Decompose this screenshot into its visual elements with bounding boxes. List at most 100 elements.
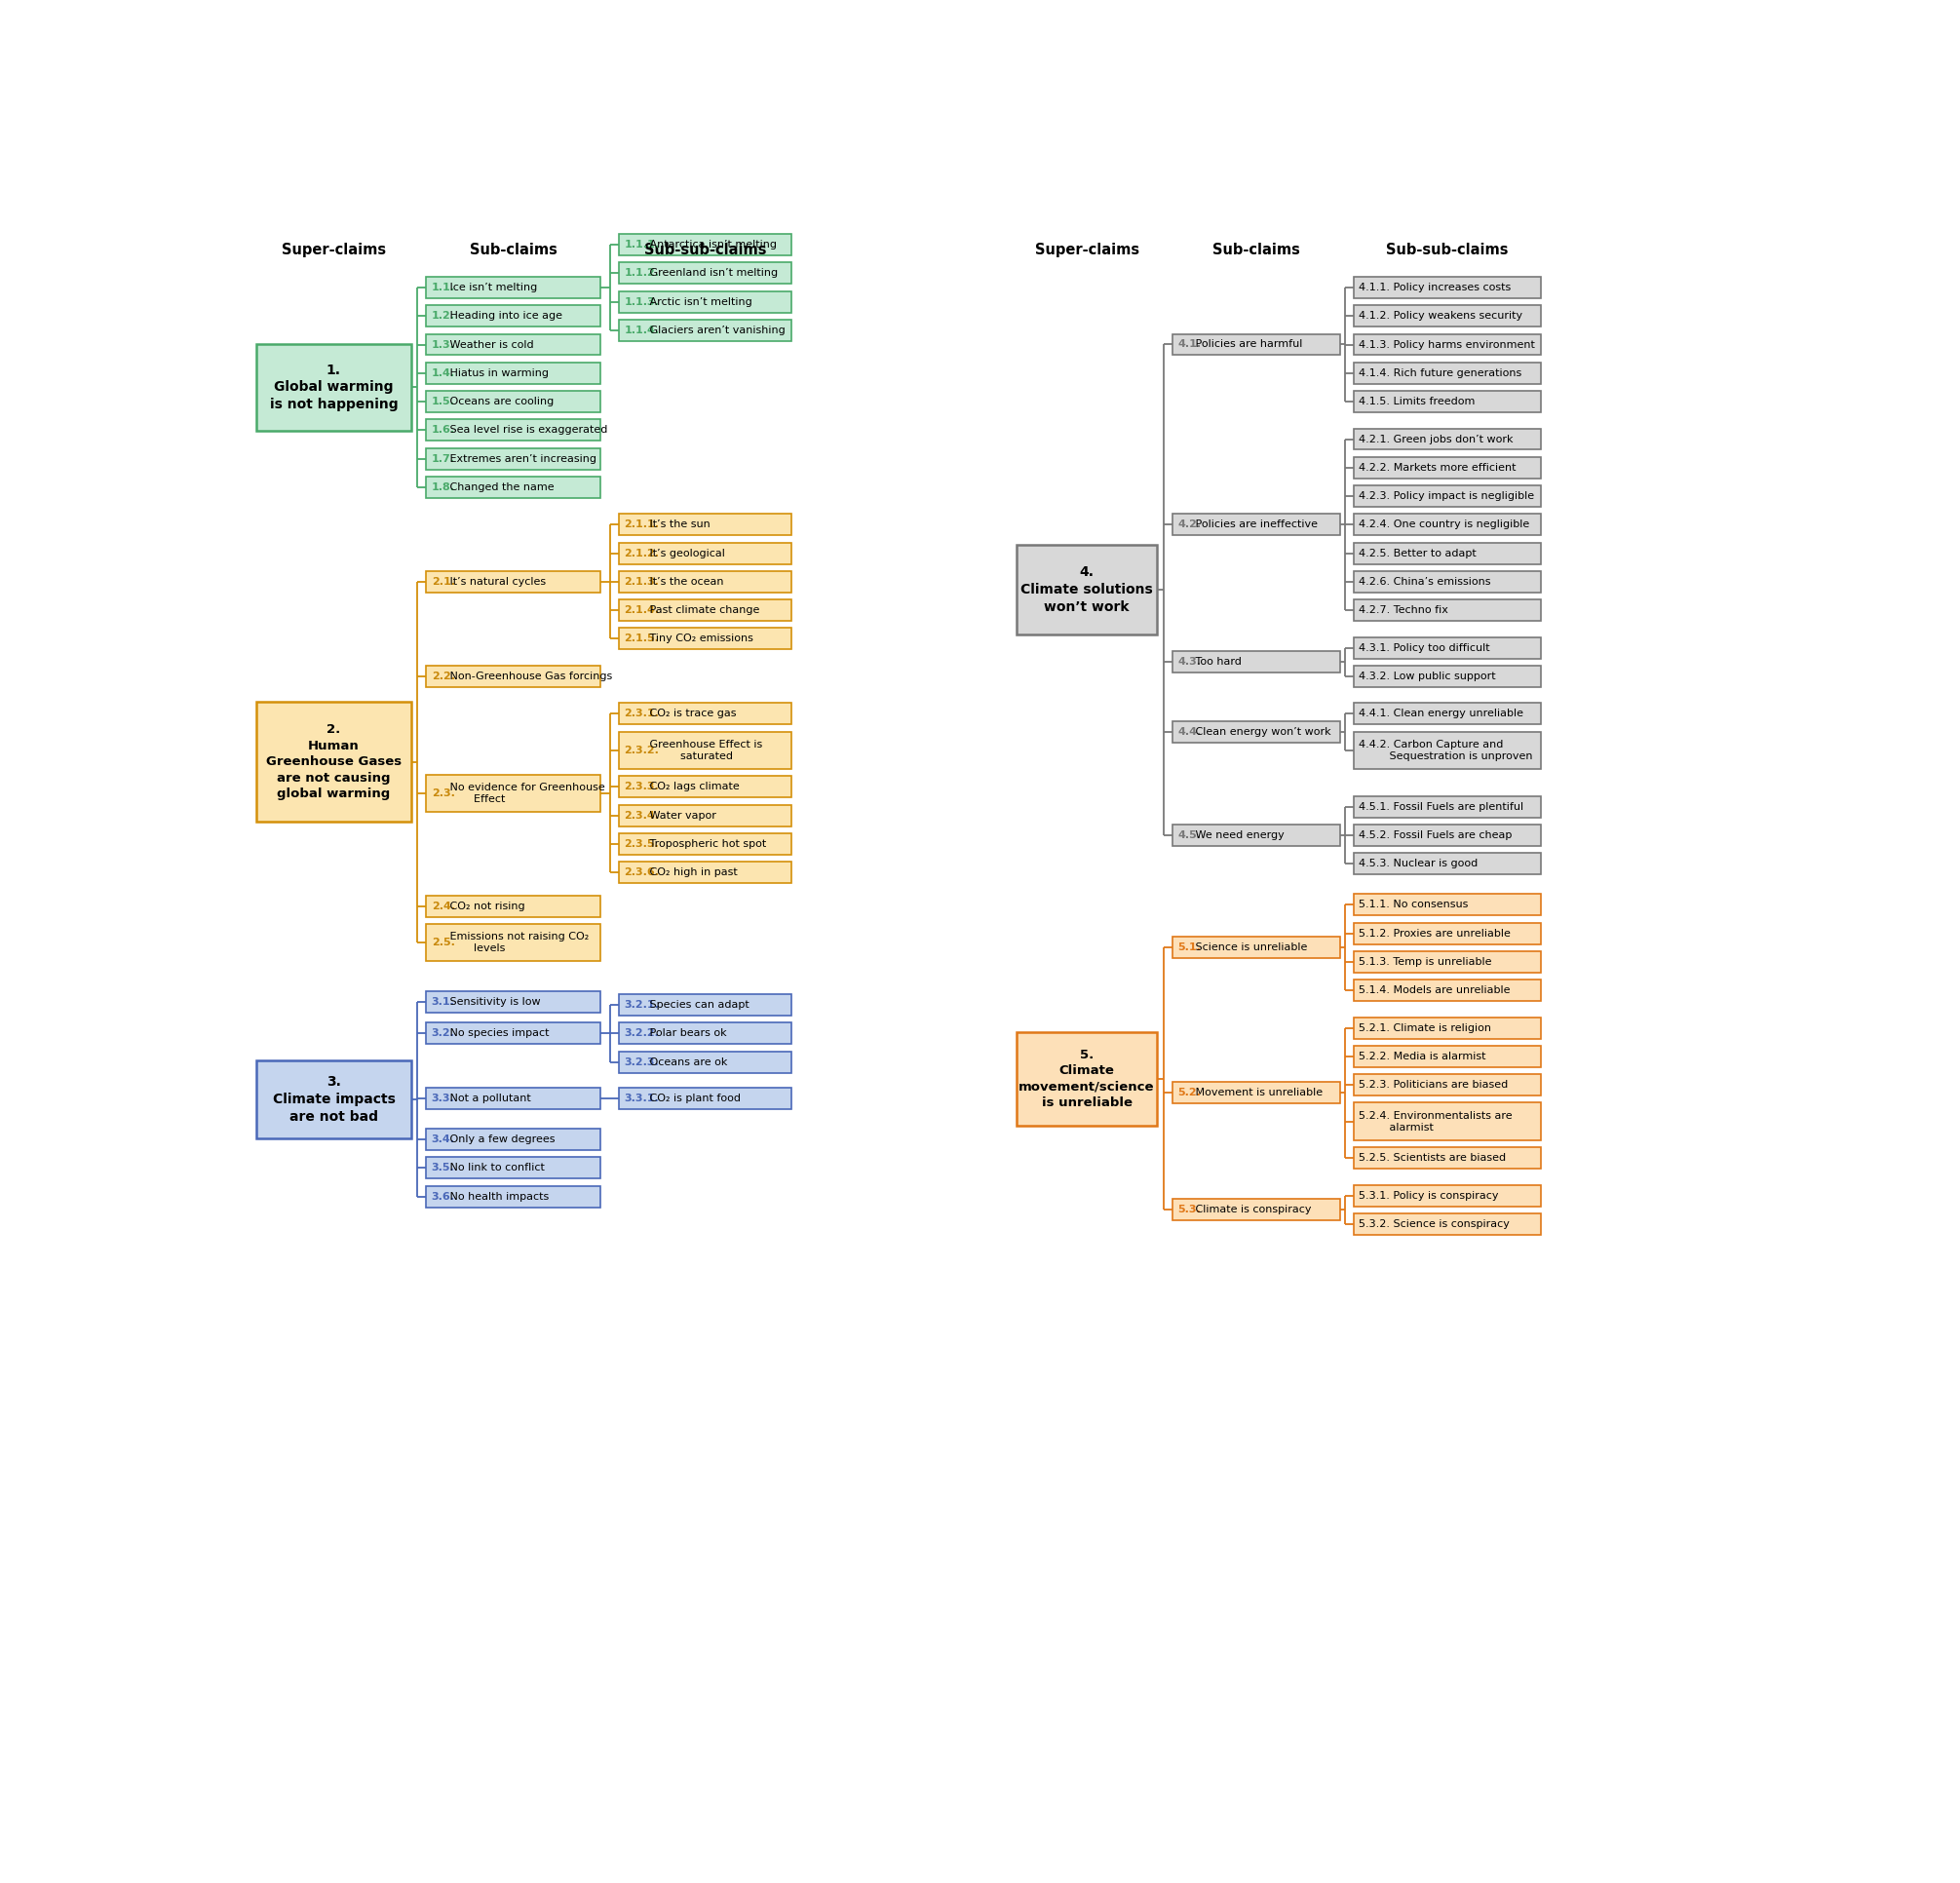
Text: 2.1.3.: 2.1.3.: [623, 576, 659, 587]
FancyBboxPatch shape: [619, 832, 792, 855]
Text: Clean energy won’t work: Clean energy won’t work: [1192, 727, 1331, 736]
Text: 4.1.5. Limits freedom: 4.1.5. Limits freedom: [1358, 397, 1476, 407]
FancyBboxPatch shape: [1354, 1184, 1541, 1207]
Text: Hiatus in warming: Hiatus in warming: [447, 369, 549, 378]
Text: 5.1.1. No consensus: 5.1.1. No consensus: [1358, 900, 1468, 909]
Text: Sub-claims: Sub-claims: [1213, 243, 1299, 258]
Text: 3.2.2.: 3.2.2.: [623, 1028, 659, 1038]
FancyBboxPatch shape: [1354, 277, 1541, 298]
Text: Not a pollutant: Not a pollutant: [447, 1094, 531, 1103]
FancyBboxPatch shape: [425, 896, 600, 917]
Text: 4.2.4. One country is negligible: 4.2.4. One country is negligible: [1358, 520, 1531, 529]
FancyBboxPatch shape: [425, 992, 600, 1013]
Text: No link to conflict: No link to conflict: [447, 1164, 545, 1173]
FancyBboxPatch shape: [619, 702, 792, 725]
Text: Arctic isn’t melting: Arctic isn’t melting: [647, 298, 753, 307]
Text: 1.1.3.: 1.1.3.: [623, 298, 659, 307]
FancyBboxPatch shape: [1354, 923, 1541, 943]
Text: Tiny CO₂ emissions: Tiny CO₂ emissions: [647, 635, 753, 644]
FancyBboxPatch shape: [1354, 951, 1541, 974]
FancyBboxPatch shape: [1354, 797, 1541, 817]
Text: 4.2.3. Policy impact is negligible: 4.2.3. Policy impact is negligible: [1358, 491, 1535, 501]
Text: 4.
Climate solutions
won’t work: 4. Climate solutions won’t work: [1021, 565, 1152, 614]
Text: Only a few degrees: Only a few degrees: [447, 1135, 555, 1145]
Text: Glaciers aren’t vanishing: Glaciers aren’t vanishing: [647, 326, 786, 335]
FancyBboxPatch shape: [1354, 1147, 1541, 1169]
Text: 1.7.: 1.7.: [431, 454, 455, 463]
Text: 2.3.4.: 2.3.4.: [623, 810, 659, 821]
FancyBboxPatch shape: [1017, 1032, 1156, 1126]
FancyBboxPatch shape: [1354, 665, 1541, 687]
FancyBboxPatch shape: [425, 774, 600, 812]
Text: 1.1.: 1.1.: [431, 282, 455, 292]
Text: 4.4.2. Carbon Capture and
         Sequestration is unproven: 4.4.2. Carbon Capture and Sequestration …: [1358, 740, 1533, 761]
Text: 1.6.: 1.6.: [431, 426, 455, 435]
Text: No species impact: No species impact: [447, 1028, 549, 1038]
FancyBboxPatch shape: [1354, 853, 1541, 874]
Text: 1.1.4.: 1.1.4.: [623, 326, 659, 335]
Text: 5.2.2. Media is alarmist: 5.2.2. Media is alarmist: [1358, 1051, 1486, 1062]
Text: 5.3.2. Science is conspiracy: 5.3.2. Science is conspiracy: [1358, 1218, 1509, 1230]
Text: 2.3.1.: 2.3.1.: [623, 708, 659, 719]
Text: Ice isn’t melting: Ice isn’t melting: [447, 282, 537, 292]
FancyBboxPatch shape: [425, 362, 600, 384]
Text: 5.3.1. Policy is conspiracy: 5.3.1. Policy is conspiracy: [1358, 1190, 1499, 1201]
Text: 4.1.3. Policy harms environment: 4.1.3. Policy harms environment: [1358, 339, 1535, 350]
Text: CO₂ lags climate: CO₂ lags climate: [647, 781, 739, 791]
Text: 1.5.: 1.5.: [431, 397, 455, 407]
FancyBboxPatch shape: [425, 1186, 600, 1207]
FancyBboxPatch shape: [1354, 1103, 1541, 1141]
FancyBboxPatch shape: [1172, 333, 1341, 356]
FancyBboxPatch shape: [1017, 544, 1156, 635]
FancyBboxPatch shape: [425, 448, 600, 469]
FancyBboxPatch shape: [1354, 486, 1541, 507]
Text: 3.2.1.: 3.2.1.: [623, 1000, 659, 1009]
Text: 5.1.4. Models are unreliable: 5.1.4. Models are unreliable: [1358, 985, 1511, 996]
Text: Sea level rise is exaggerated: Sea level rise is exaggerated: [447, 426, 608, 435]
Text: 5.
Climate
movement/science
is unreliable: 5. Climate movement/science is unreliabl…: [1019, 1049, 1154, 1109]
FancyBboxPatch shape: [1354, 599, 1541, 621]
Text: 4.3.: 4.3.: [1178, 657, 1201, 667]
FancyBboxPatch shape: [1172, 1199, 1341, 1220]
Text: CO₂ is trace gas: CO₂ is trace gas: [647, 708, 737, 719]
Text: Emissions not raising CO₂
        levels: Emissions not raising CO₂ levels: [447, 932, 588, 953]
FancyBboxPatch shape: [619, 1086, 792, 1109]
FancyBboxPatch shape: [619, 1022, 792, 1045]
Text: 2.3.: 2.3.: [431, 789, 455, 798]
FancyBboxPatch shape: [1354, 362, 1541, 384]
Text: Species can adapt: Species can adapt: [647, 1000, 749, 1009]
Text: It’s the sun: It’s the sun: [647, 520, 710, 529]
Text: 4.5.1. Fossil Fuels are plentiful: 4.5.1. Fossil Fuels are plentiful: [1358, 802, 1525, 812]
FancyBboxPatch shape: [1354, 392, 1541, 412]
FancyBboxPatch shape: [619, 1051, 792, 1073]
Text: Heading into ice age: Heading into ice age: [447, 311, 563, 320]
Text: It’s the ocean: It’s the ocean: [647, 576, 723, 587]
FancyBboxPatch shape: [1172, 514, 1341, 535]
FancyBboxPatch shape: [425, 665, 600, 687]
Text: No health impacts: No health impacts: [447, 1192, 549, 1201]
Text: Sensitivity is low: Sensitivity is low: [447, 998, 541, 1007]
FancyBboxPatch shape: [619, 994, 792, 1015]
Text: 4.4.1. Clean energy unreliable: 4.4.1. Clean energy unreliable: [1358, 708, 1523, 719]
Text: 1.1.2.: 1.1.2.: [623, 269, 659, 279]
FancyBboxPatch shape: [619, 862, 792, 883]
Text: 4.1.1. Policy increases costs: 4.1.1. Policy increases costs: [1358, 282, 1511, 292]
FancyBboxPatch shape: [619, 542, 792, 563]
Text: 2.3.3.: 2.3.3.: [623, 781, 659, 791]
Text: 2.4.: 2.4.: [431, 902, 455, 911]
Text: Oceans are cooling: Oceans are cooling: [447, 397, 553, 407]
Text: Science is unreliable: Science is unreliable: [1192, 943, 1307, 953]
Text: 4.2.6. China’s emissions: 4.2.6. China’s emissions: [1358, 576, 1492, 587]
FancyBboxPatch shape: [619, 233, 792, 256]
Text: 3.3.: 3.3.: [431, 1094, 455, 1103]
Text: Changed the name: Changed the name: [447, 482, 555, 491]
FancyBboxPatch shape: [425, 571, 600, 593]
FancyBboxPatch shape: [257, 345, 412, 431]
Text: 5.1.3. Temp is unreliable: 5.1.3. Temp is unreliable: [1358, 957, 1492, 966]
Text: Polar bears ok: Polar bears ok: [647, 1028, 727, 1038]
Text: Greenland isn’t melting: Greenland isn’t melting: [647, 269, 778, 279]
Text: 4.5.3. Nuclear is good: 4.5.3. Nuclear is good: [1358, 859, 1478, 868]
Text: 5.2.4. Environmentalists are
         alarmist: 5.2.4. Environmentalists are alarmist: [1358, 1111, 1513, 1132]
Text: Super-claims: Super-claims: [1035, 243, 1139, 258]
Text: 2.
Human
Greenhouse Gases
are not causing
global warming: 2. Human Greenhouse Gases are not causin…: [267, 723, 402, 800]
